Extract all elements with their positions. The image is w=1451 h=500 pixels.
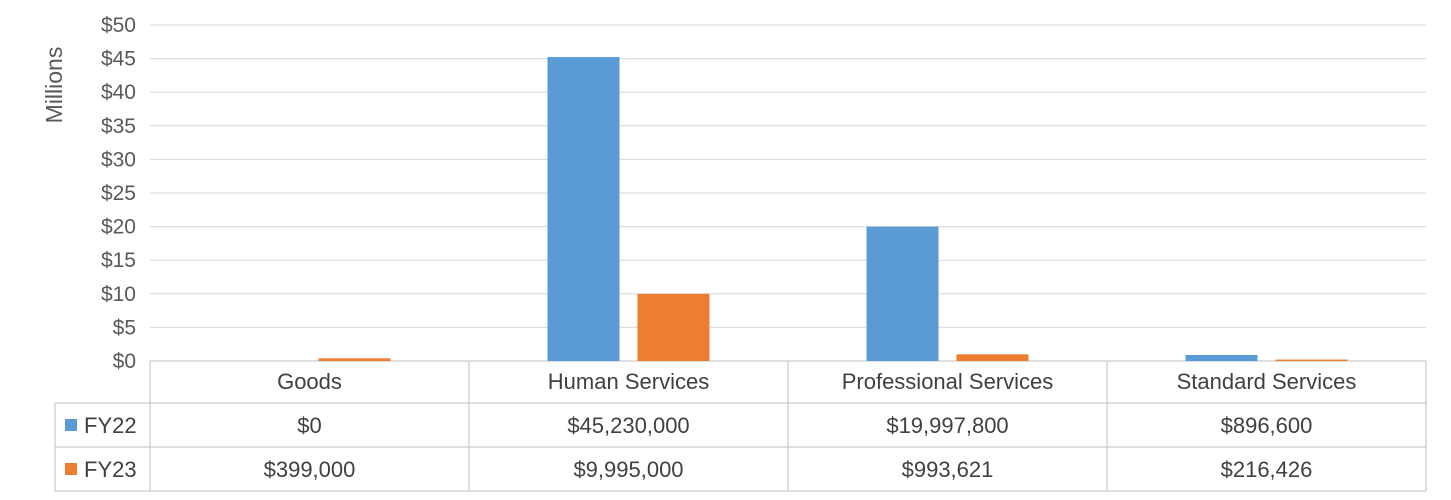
category-label: Professional Services [842, 369, 1054, 394]
data-label: $216,426 [1221, 457, 1313, 482]
bar-fy23 [637, 293, 710, 361]
category-label: Human Services [548, 369, 709, 394]
data-label: $993,621 [902, 457, 994, 482]
data-label: $45,230,000 [567, 413, 689, 438]
y-tick-label: $0 [113, 350, 136, 373]
y-tick-label: $15 [101, 249, 136, 272]
bar-fy23 [956, 354, 1029, 361]
y-tick-label: $20 [101, 216, 136, 239]
bar-fy23 [1275, 359, 1348, 361]
y-tick-label: $50 [101, 14, 136, 37]
y-tick-label: $45 [101, 48, 136, 71]
legend-label: FY22 [84, 413, 137, 438]
data-label: $399,000 [264, 457, 356, 482]
data-label: $19,997,800 [886, 413, 1008, 438]
bar-fy23 [318, 358, 391, 361]
category-label: Goods [277, 369, 342, 394]
bar-fy22 [547, 57, 620, 361]
category-label: Standard Services [1177, 369, 1357, 394]
data-table: Goods Human Services Professional Services… [54, 361, 1427, 492]
legend-label: FY23 [84, 457, 137, 482]
data-label: $896,600 [1221, 413, 1313, 438]
y-tick-label: $10 [101, 283, 136, 306]
data-label: $9,995,000 [573, 457, 683, 482]
data-label: $0 [297, 413, 321, 438]
y-tick-label: $35 [101, 115, 136, 138]
y-tick-label: $40 [101, 81, 136, 104]
y-axis-title: Millions [41, 47, 67, 124]
legend-swatch-fy23 [65, 463, 77, 475]
bars [318, 57, 1348, 361]
y-tick-label: $30 [101, 148, 136, 171]
y-axis-ticks: $0 $5 $10 $15 $20 $25 $30 $35 $40 $45 $50 [101, 14, 136, 373]
legend-swatch-fy22 [65, 419, 77, 431]
gridlines [150, 24, 1426, 362]
y-tick-label: $5 [113, 316, 136, 339]
bar-fy22 [866, 226, 939, 361]
bar-fy22 [1185, 354, 1258, 361]
y-tick-label: $25 [101, 182, 136, 205]
